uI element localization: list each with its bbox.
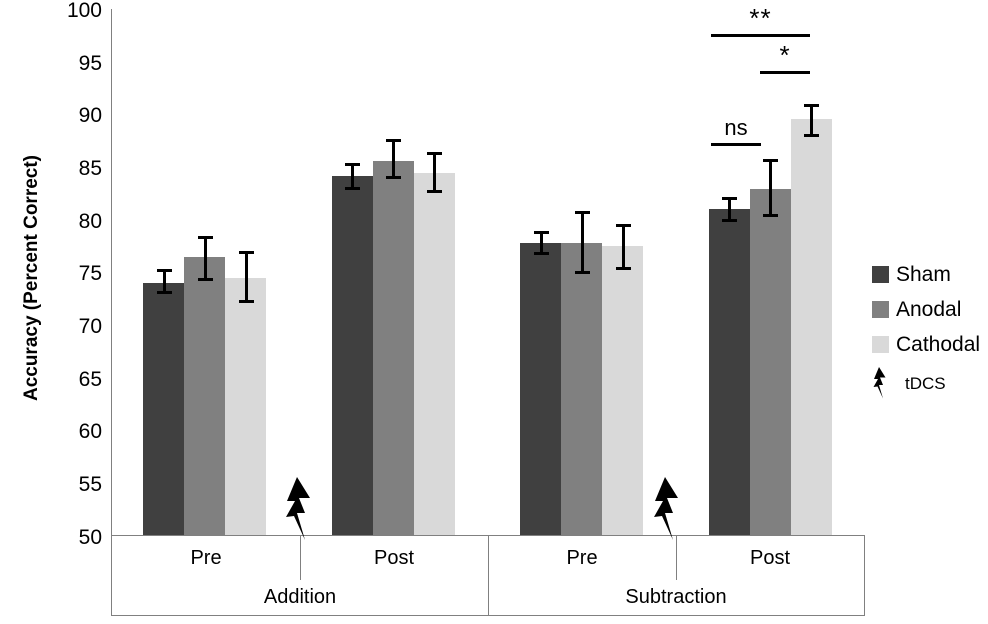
legend-label-anodal: Anodal — [896, 297, 962, 321]
bar-addition-post-anodal — [372, 160, 414, 535]
legend-item-sham: Sham — [872, 261, 988, 287]
x-axis-group-row: Addition Subtraction — [112, 580, 864, 615]
x-label-subtraction-post: Post — [749, 546, 791, 569]
legend-label-tdcs: tDCS — [905, 373, 946, 393]
significance-line-double-star — [711, 34, 810, 37]
x-axis-divider — [300, 536, 301, 580]
legend-label-cathodal: Cathodal — [896, 332, 981, 356]
x-axis-divider — [676, 536, 677, 580]
lightning-bolt-icon — [283, 477, 317, 541]
error-bar-pre-sham — [143, 268, 184, 295]
y-axis-tick-labels: 100 95 90 85 80 75 70 65 60 55 50 — [28, 0, 102, 560]
significance-label-double-star: ** — [749, 3, 772, 33]
square-swatch-icon — [872, 300, 889, 318]
error-bar-pre-cathodal — [225, 250, 266, 303]
significance-label-single-star: * — [779, 40, 791, 70]
legend-item-anodal: Anodal — [872, 296, 988, 322]
x-axis-level-row: Pre Post Pre Post — [112, 536, 864, 615]
error-bar-post-cathodal — [791, 103, 832, 138]
x-label-subtraction-pre: Pre — [566, 546, 598, 569]
bar-addition-pre-cathodal — [225, 278, 266, 535]
bar-addition-pre-anodal — [184, 257, 225, 535]
y-tick-100: 100 — [66, 0, 102, 22]
y-tick-50: 50 — [78, 526, 102, 549]
x-label-addition-pre: Pre — [190, 546, 222, 569]
lightning-bolt-icon — [651, 477, 685, 541]
significance-label-ns: ns — [724, 115, 748, 140]
x-axis-divider — [488, 536, 489, 615]
legend-label-sham: Sham — [896, 262, 951, 286]
y-tick-60: 60 — [78, 420, 102, 443]
bar-subtraction-pre-sham — [520, 242, 561, 535]
legend-item-cathodal: Cathodal — [872, 331, 988, 357]
bar-addition-post-sham — [331, 176, 373, 535]
x-axis-line — [111, 535, 865, 536]
square-swatch-icon — [872, 335, 889, 353]
error-bar-post-anodal — [750, 159, 791, 218]
y-tick-70: 70 — [78, 315, 102, 338]
y-tick-80: 80 — [78, 210, 102, 233]
legend: Sham Anodal Cathodal tDCS — [872, 261, 988, 409]
error-bar-pre-sham — [520, 230, 561, 256]
square-swatch-icon — [872, 265, 889, 283]
y-tick-95: 95 — [78, 52, 102, 75]
x-group-label-subtraction: Subtraction — [625, 586, 727, 608]
y-tick-85: 85 — [78, 157, 102, 180]
bar-addition-pre-sham — [143, 282, 184, 535]
y-axis-line — [111, 9, 112, 536]
bar-subtraction-post-anodal — [749, 188, 791, 535]
x-group-label-addition: Addition — [263, 586, 337, 608]
error-bar-post-sham — [332, 162, 373, 190]
significance-line-ns — [711, 143, 761, 146]
bar-addition-post-cathodal — [413, 173, 455, 535]
y-tick-90: 90 — [78, 104, 102, 127]
legend-item-tdcs: tDCS — [872, 366, 988, 400]
y-tick-65: 65 — [78, 368, 102, 391]
significance-line-single-star — [760, 71, 810, 74]
lightning-bolt-icon — [872, 365, 889, 401]
error-bar-post-anodal — [373, 139, 414, 180]
error-bar-pre-anodal — [184, 236, 225, 282]
error-bar-pre-cathodal — [602, 223, 643, 270]
bar-subtraction-post-sham — [708, 208, 750, 535]
error-bar-pre-anodal — [561, 211, 602, 275]
error-bar-post-sham — [709, 197, 750, 222]
y-tick-75: 75 — [78, 262, 102, 285]
bar-subtraction-pre-anodal — [561, 242, 602, 535]
y-tick-55: 55 — [78, 473, 102, 496]
x-label-addition-post: Post — [373, 546, 415, 569]
bar-subtraction-pre-cathodal — [602, 245, 643, 535]
error-bar-post-cathodal — [414, 152, 455, 194]
x-axis-category-box: Pre Post Pre Post Addition Subtraction — [111, 536, 865, 616]
bar-subtraction-post-cathodal — [790, 119, 832, 535]
plot-area: ** * ns — [111, 3, 865, 540]
